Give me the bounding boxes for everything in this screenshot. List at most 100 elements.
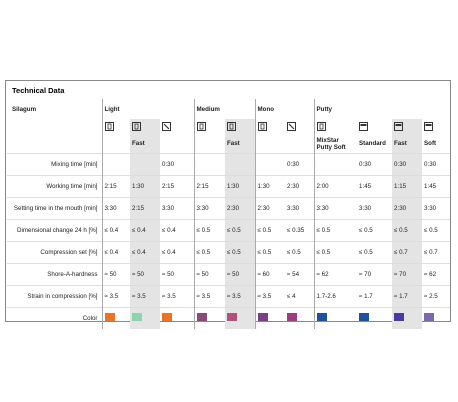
- group-name: Putty: [313, 99, 451, 119]
- row-label: Strain in compression [%]: [7, 284, 102, 307]
- color-cell: [313, 306, 358, 329]
- cell: [313, 152, 358, 175]
- group-name: Mono: [254, 99, 315, 119]
- cell: ≤ 0.4: [101, 240, 130, 263]
- product-icon: [394, 121, 404, 131]
- cell: 3:30: [101, 196, 130, 219]
- cell: ≈ 3.5: [225, 284, 256, 307]
- row-label: Color: [7, 306, 102, 329]
- data-row: Dimensional change 24 h [%] ≤ 0.4 ≤ 0.4 ≤ 0…: [7, 218, 451, 241]
- cell: [101, 152, 130, 175]
- icon-cell: [357, 119, 392, 135]
- cell: ≈ 3.5: [160, 284, 195, 307]
- cell: 2:00: [313, 174, 358, 197]
- color-swatch: [196, 313, 207, 322]
- row-label: Mixing time [min]: [7, 152, 102, 175]
- color-swatch: [287, 313, 298, 322]
- icon-cell: [285, 119, 314, 135]
- data-row: Shore-A-hardness ≈ 50 ≈ 50 ≈ 50 ≈ 50 ≈ 50 ≈ 60…: [7, 262, 451, 285]
- cell: ≈ 62: [422, 262, 451, 285]
- cell: ≤ 0.4: [160, 240, 195, 263]
- title: Technical Data: [12, 86, 65, 95]
- cell: 1:30: [254, 174, 286, 197]
- cell: [130, 152, 160, 175]
- product-icon: [257, 121, 267, 131]
- cell: 0:30: [357, 152, 393, 175]
- blank: [7, 135, 102, 153]
- product-icon: [316, 121, 326, 131]
- cell: ≤ 0.7: [422, 240, 451, 263]
- color-row: Color: [7, 306, 451, 329]
- cell: ≈ 3.5: [130, 284, 160, 307]
- product-icon: [132, 121, 141, 131]
- color-cell: [193, 306, 226, 329]
- cell: ≤ 0.5: [422, 218, 451, 241]
- color-cell: [101, 306, 130, 329]
- cell: 2:15: [101, 174, 130, 197]
- cell: ≈ 60: [254, 262, 286, 285]
- color-swatch: [316, 313, 327, 322]
- group-name: Light: [101, 99, 195, 119]
- cell: ≤ 0.5: [357, 240, 393, 263]
- cell: 1:45: [422, 174, 451, 197]
- variant-label: [160, 135, 194, 153]
- cell: ≈ 3.5: [101, 284, 130, 307]
- icon-cell: [422, 119, 450, 135]
- cell: [225, 152, 256, 175]
- cell: ≤ 0.5: [193, 218, 226, 241]
- variant-label: Standard: [359, 140, 386, 148]
- technical-data-panel: Technical Data Silagum Light Medium Mono Put…: [5, 80, 451, 329]
- color-swatch: [162, 313, 172, 322]
- product-icon: [227, 121, 237, 131]
- cell: 3:30: [422, 196, 451, 219]
- cell: ≤ 0.5: [285, 240, 315, 263]
- product-icon: [196, 121, 206, 131]
- product-icon: [104, 121, 114, 131]
- color-cell: [254, 306, 286, 329]
- cell: ≤ 0.5: [313, 240, 358, 263]
- product-icon: [424, 121, 434, 131]
- product-name: Silagum: [12, 105, 37, 113]
- cell: 1:45: [357, 174, 393, 197]
- cell: 2:30: [254, 196, 286, 219]
- cell: ≈ 70: [392, 262, 423, 285]
- cell: 0:30: [422, 152, 451, 175]
- cell: [254, 152, 286, 175]
- color-cell: [160, 306, 195, 329]
- cell: ≤ 4: [285, 284, 315, 307]
- cell: ≈ 1.7: [357, 284, 393, 307]
- cell: ≈ 50: [225, 262, 256, 285]
- color-swatch: [257, 313, 268, 322]
- color-swatch: [104, 313, 115, 322]
- cell: 1:15: [392, 174, 423, 197]
- cell: 2:30: [225, 196, 256, 219]
- data-row: Mixing time [min] 0:30 0:30 0:30 0:30 0:30: [7, 152, 451, 175]
- color-swatch: [132, 313, 142, 322]
- group-name: Medium: [193, 99, 256, 119]
- cell: 3:30: [285, 196, 315, 219]
- row-label: Setting time in the mouth [min]: [7, 196, 102, 219]
- cell: ≈ 1.7: [392, 284, 423, 307]
- variant-label: Soft: [424, 140, 437, 148]
- variant-label: Fast: [392, 135, 423, 153]
- variant-label: [193, 135, 226, 153]
- icon-cell: [130, 119, 160, 135]
- variant-row: Fast Fast MixStar Putty Soft Standard Fast So…: [7, 135, 450, 153]
- variant-label: Fast: [225, 135, 256, 153]
- cell: ≤ 0.5: [313, 218, 358, 241]
- cell: ≤ 0.5: [225, 240, 256, 263]
- cell: ≤ 0.7: [392, 240, 423, 263]
- cell: 1:30: [225, 174, 256, 197]
- cell: ≈ 3.5: [254, 284, 286, 307]
- cell: [193, 152, 226, 175]
- cell: 0:30: [392, 152, 423, 175]
- cell: ≈ 54: [285, 262, 315, 285]
- cell: ≈ 50: [101, 262, 130, 285]
- cell: ≈ 62: [313, 262, 358, 285]
- cell: 3:30: [160, 196, 195, 219]
- icon-cell: [160, 119, 194, 135]
- blank: [7, 119, 102, 135]
- variant-label: [101, 135, 130, 153]
- data-row: Compression set [%] ≤ 0.4 ≤ 0.4 ≤ 0.4 ≤ 0.5 ≤…: [7, 240, 451, 263]
- cell: 3:30: [313, 196, 358, 219]
